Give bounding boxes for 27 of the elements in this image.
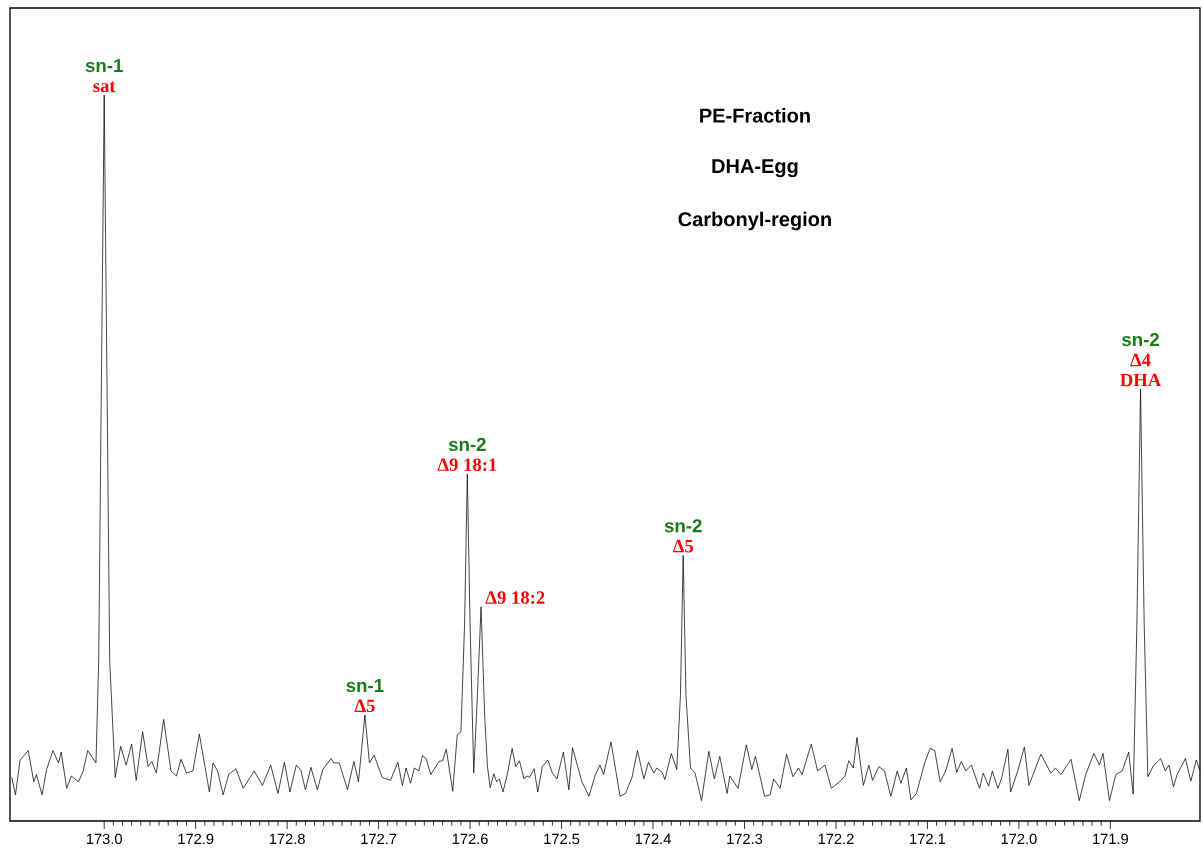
x-tick-label: 172.8: [269, 833, 305, 845]
annotation: sat: [93, 81, 116, 93]
annotation: Δ5: [354, 699, 375, 713]
annotation: DHA: [1120, 373, 1162, 387]
x-tick-label: 171.9: [1093, 833, 1129, 845]
x-tick-label: 172.7: [361, 833, 397, 844]
x-tick-label: 172.2: [818, 833, 854, 844]
x-tick-label: 172.5: [544, 833, 580, 845]
annotation: Δ9 18:1: [437, 458, 497, 472]
annotation: Δ5: [672, 539, 694, 553]
x-tick-label: 172.4: [635, 833, 671, 844]
annotation: sn-1: [346, 679, 384, 693]
annotation: sn-2: [1122, 332, 1159, 347]
text: DHA-Egg: [712, 159, 798, 178]
x-tick-label: 173.0: [86, 833, 122, 845]
annotation: sn-1: [85, 59, 123, 73]
annotation: Δ4: [1130, 353, 1151, 367]
x-tick-label: 172.3: [727, 833, 763, 845]
text: PE-Fraction: [700, 107, 810, 123]
annotation: sn-2: [664, 519, 702, 533]
annotation: sn-2: [448, 437, 486, 452]
x-tick-label: 172.6: [452, 833, 488, 845]
annotation: Δ9 18:2: [485, 591, 545, 604]
x-tick-label: 172.0: [1001, 833, 1037, 845]
annotation: Carbonyl-region: [678, 211, 831, 231]
x-tick-label: 172.1: [910, 833, 946, 844]
x-tick-label: 172.9: [178, 833, 214, 845]
